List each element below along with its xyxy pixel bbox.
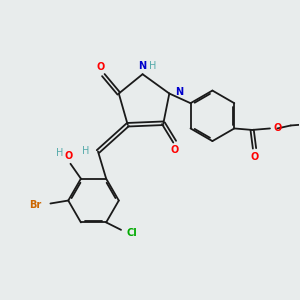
Text: H: H: [82, 146, 89, 157]
Text: O: O: [274, 124, 282, 134]
Text: O: O: [250, 152, 259, 162]
Text: Br: Br: [29, 200, 41, 210]
Text: N: N: [175, 87, 183, 97]
Text: N: N: [139, 61, 147, 71]
Text: O: O: [170, 145, 179, 155]
Text: O: O: [97, 62, 105, 72]
Text: H: H: [149, 61, 157, 70]
Text: H: H: [56, 148, 63, 158]
Text: O: O: [65, 151, 73, 161]
Text: Cl: Cl: [126, 228, 137, 238]
